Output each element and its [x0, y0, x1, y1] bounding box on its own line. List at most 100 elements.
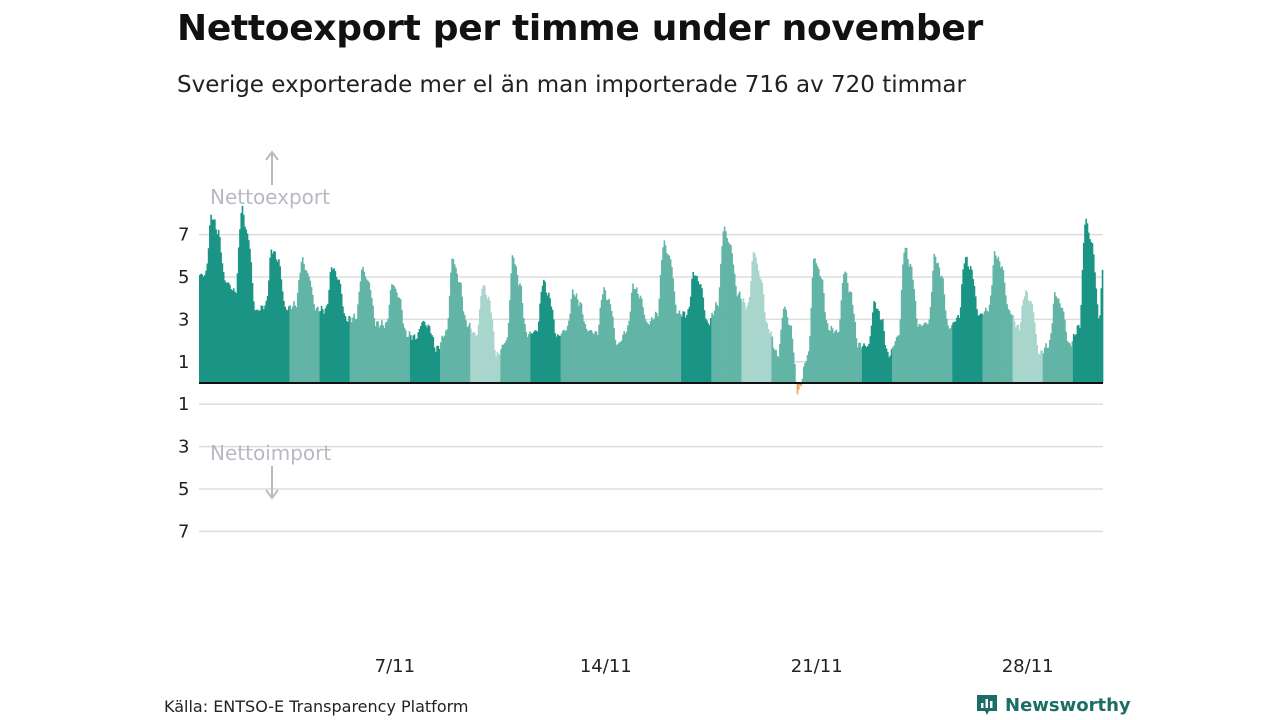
hour-bar — [673, 291, 676, 383]
hour-bar — [475, 336, 477, 383]
hour-bar — [692, 271, 695, 383]
chart-subtitle: Sverige exporterade mer el än man import… — [177, 72, 966, 98]
hour-bar — [252, 301, 255, 383]
hour-bar — [786, 317, 789, 383]
hour-bar — [597, 335, 599, 383]
y-tick-label: 1 — [178, 352, 189, 373]
hour-bar — [504, 342, 506, 383]
hour-bar — [284, 306, 286, 383]
hour-bar — [686, 314, 688, 383]
hour-bar — [654, 311, 657, 383]
hour-bar — [1081, 269, 1084, 383]
export-label: Nettoexport — [210, 185, 330, 209]
hour-bar — [1000, 267, 1002, 383]
hour-bar — [917, 326, 919, 383]
hour-bar — [638, 298, 641, 383]
hour-bar — [484, 286, 486, 383]
hour-bar — [718, 287, 721, 383]
hour-bar — [897, 335, 899, 383]
hour-bar — [1006, 304, 1008, 383]
hour-bar — [706, 320, 708, 383]
hour-bar — [905, 247, 908, 383]
hour-bar — [1001, 266, 1003, 383]
hour-bar — [299, 272, 302, 383]
hour-bar — [210, 214, 212, 383]
hour-bar — [1038, 354, 1041, 383]
hour-bar — [465, 320, 467, 383]
hour-bar — [270, 249, 273, 383]
hour-bar — [389, 289, 392, 383]
hour-bar — [751, 261, 754, 383]
hour-bar — [900, 289, 903, 383]
hour-bar — [534, 330, 536, 383]
hour-bar — [271, 253, 274, 383]
hour-bar — [987, 311, 990, 383]
hour-bar — [531, 333, 534, 383]
hour-bar — [564, 330, 566, 383]
hour-bar — [486, 299, 489, 383]
hour-bar — [477, 324, 480, 383]
hour-bar — [948, 328, 951, 383]
hour-bar — [704, 318, 707, 383]
hour-bar — [417, 332, 420, 383]
hour-bar — [246, 233, 249, 383]
hour-bar — [335, 277, 338, 383]
hour-bar — [241, 205, 244, 383]
hour-bar — [930, 291, 933, 383]
hour-bar — [303, 263, 305, 383]
hour-bar — [699, 284, 702, 383]
hour-bar — [216, 234, 219, 383]
hour-bar — [652, 319, 654, 383]
hour-bar — [1032, 312, 1035, 383]
hour-bar — [962, 269, 964, 383]
hour-bar — [1071, 341, 1074, 383]
hour-bar — [600, 299, 603, 383]
hour-bar — [920, 326, 923, 383]
hour-bar — [649, 321, 652, 383]
hour-bar — [413, 334, 416, 383]
hour-bar — [250, 262, 253, 383]
hour-bar — [232, 288, 235, 383]
hour-bar — [1095, 288, 1098, 383]
hour-bar — [325, 305, 328, 383]
hour-bar — [358, 291, 361, 383]
hour-bar — [1075, 334, 1077, 383]
hour-bar — [895, 337, 898, 383]
hour-bar — [295, 307, 298, 383]
hour-bar — [899, 319, 902, 383]
hour-bar — [539, 303, 541, 383]
hour-bar — [671, 267, 673, 383]
hour-bar — [814, 258, 816, 383]
hour-bar — [563, 329, 565, 383]
hour-bar — [614, 339, 617, 383]
hour-bar — [757, 270, 760, 383]
hour-bar — [882, 319, 884, 383]
hour-bar — [532, 331, 535, 383]
hour-bar — [499, 354, 501, 383]
hour-bar — [681, 316, 683, 383]
hour-bar — [1059, 303, 1061, 383]
hour-bar — [497, 353, 500, 383]
hour-bar — [294, 305, 297, 383]
hour-bar — [998, 261, 1001, 383]
hour-bar — [864, 345, 867, 383]
hour-bar — [782, 308, 785, 383]
y-tick-label: 3 — [178, 437, 189, 458]
hour-bar — [418, 328, 421, 383]
hour-bar — [319, 311, 322, 383]
hour-bar — [1011, 315, 1013, 383]
hour-bar — [414, 339, 417, 383]
hour-bar — [805, 361, 808, 383]
hour-bar — [635, 287, 638, 383]
hour-bar — [1016, 324, 1018, 383]
hour-bar — [789, 325, 791, 383]
hour-bar — [359, 281, 362, 383]
hour-bar — [809, 336, 811, 383]
hour-bar — [322, 309, 324, 383]
hour-bar — [743, 302, 746, 383]
hour-bar — [205, 270, 207, 383]
hour-bar — [555, 336, 558, 383]
hour-bar — [199, 274, 201, 383]
hour-bar — [787, 324, 790, 383]
